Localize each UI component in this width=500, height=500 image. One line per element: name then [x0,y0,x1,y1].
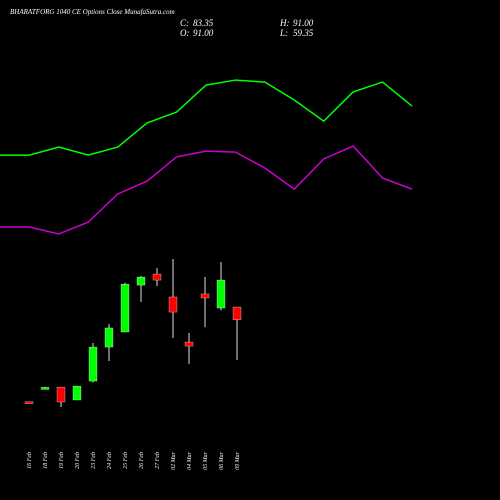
candle-body [136,276,146,286]
x-tick-label: 04 Mar [186,451,193,469]
candle-body [200,293,210,299]
candle-body [216,279,226,309]
summary-label: L: [279,28,288,38]
x-tick-label: 25 Feb [123,452,129,469]
x-tick-label: 27 Feb [155,452,161,469]
x-tick-label: 16 Feb [27,452,33,469]
summary-value: 91.00 [193,28,214,38]
candle-body [184,341,194,347]
x-tick-label: 05 Mar [203,451,209,469]
x-tick-label: 18 Feb [43,452,49,469]
x-tick-label: 06 Mar [219,451,225,469]
candle-body [152,273,162,281]
indicator-line [0,79,413,156]
x-tick-label: 19 Feb [59,452,65,469]
x-tick-label: 24 Feb [106,452,113,469]
summary-value: 59.35 [293,28,314,38]
x-tick-label: 26 Feb [139,452,145,469]
candle-body [40,387,50,390]
summary-label: C: [180,18,189,28]
candle-body [120,283,130,333]
x-tick-label: 02 Mar [171,451,177,469]
x-tick-label: 20 Feb [75,452,81,469]
summary-value: 91.00 [293,18,314,28]
candle-body [24,401,34,404]
candle-body [232,306,242,320]
candle-body [56,386,66,403]
summary-value: 83.35 [193,18,214,28]
x-tick-label: 09 Mar [235,451,241,469]
candle-body [168,296,178,313]
x-tick-label: 23 Feb [91,452,97,469]
candle-body [88,346,98,382]
summary-label: H: [279,18,290,28]
candle-body [104,327,114,348]
summary-label: O: [180,28,190,38]
indicator-line [0,145,413,235]
chart-title: BHARATFORG 1040 CE Options Close MunafaS… [10,8,175,16]
candle-body [72,385,82,401]
